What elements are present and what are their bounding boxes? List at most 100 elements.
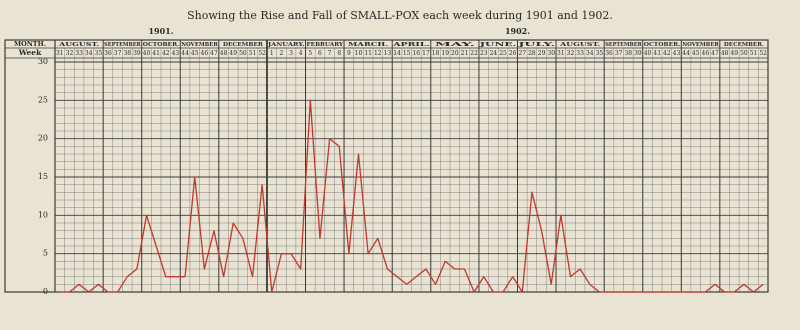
x-tick-label: 33 xyxy=(75,50,83,57)
x-tick-label: 18 xyxy=(432,50,440,57)
x-tick-label: 44 xyxy=(181,50,189,57)
x-tick-label: 1 xyxy=(270,50,274,57)
x-tick-label: 8 xyxy=(337,50,341,57)
x-tick-label: 49 xyxy=(229,50,237,57)
x-tick-label: 43 xyxy=(673,50,681,57)
x-tick-label: 34 xyxy=(85,50,93,57)
x-tick-label: 35 xyxy=(95,50,103,57)
x-tick-label: 47 xyxy=(210,50,218,57)
y-tick-label: 25 xyxy=(38,95,48,104)
x-tick-label: 28 xyxy=(528,50,536,57)
x-tick-label: 14 xyxy=(393,50,401,57)
x-tick-label: 51 xyxy=(750,50,758,57)
x-tick-label: 50 xyxy=(239,50,247,57)
x-tick-label: 22 xyxy=(470,50,478,57)
x-tick-label: 35 xyxy=(596,50,604,57)
x-tick-label: 11 xyxy=(364,50,372,57)
x-tick-label: 6 xyxy=(318,50,322,57)
month-label: MARCH. xyxy=(348,42,388,48)
month-label: SEPTEMBER xyxy=(605,42,642,48)
x-tick-label: 39 xyxy=(133,50,141,57)
y-tick-label: 15 xyxy=(38,172,48,181)
week-row-label: Week xyxy=(18,48,42,57)
x-tick-label: 49 xyxy=(730,50,738,57)
month-label: SEPTEMBER xyxy=(104,42,141,48)
month-row-label: MONTH. xyxy=(14,40,46,48)
x-tick-label: 4 xyxy=(299,50,303,57)
year-label: 1902. xyxy=(505,26,530,36)
x-tick-label: 32 xyxy=(567,50,575,57)
x-tick-label: 20 xyxy=(451,50,459,57)
y-tick-label: 0 xyxy=(43,287,48,296)
x-tick-label: 17 xyxy=(422,50,430,57)
month-label: FEBRUARY xyxy=(307,42,344,48)
x-tick-label: 37 xyxy=(114,50,122,57)
x-tick-label: 3 xyxy=(289,50,293,57)
month-label: JANUARY. xyxy=(267,42,305,48)
x-tick-label: 40 xyxy=(644,50,652,57)
x-tick-label: 48 xyxy=(220,50,228,57)
x-tick-label: 15 xyxy=(403,50,411,57)
x-tick-label: 43 xyxy=(172,50,180,57)
x-tick-label: 46 xyxy=(702,50,710,57)
x-tick-label: 36 xyxy=(605,50,613,57)
x-tick-label: 21 xyxy=(461,50,469,57)
month-label: OCTOBER. xyxy=(644,42,681,48)
x-tick-label: 50 xyxy=(740,50,748,57)
x-tick-label: 7 xyxy=(328,50,332,57)
x-tick-label: 51 xyxy=(249,50,257,57)
month-label: JUNE. xyxy=(478,42,517,48)
y-tick-label: 20 xyxy=(38,134,48,143)
x-tick-label: 32 xyxy=(66,50,74,57)
x-tick-label: 42 xyxy=(162,50,170,57)
month-label: AUGUST. xyxy=(58,42,100,48)
x-tick-label: 27 xyxy=(518,50,526,57)
x-tick-label: 37 xyxy=(615,50,623,57)
x-tick-label: 36 xyxy=(104,50,112,57)
x-tick-label: 48 xyxy=(721,50,729,57)
x-tick-label: 33 xyxy=(576,50,584,57)
x-tick-label: 9 xyxy=(347,50,351,57)
month-label: DECEMBER xyxy=(223,42,263,48)
x-tick-label: 47 xyxy=(711,50,719,57)
y-tick-label: 5 xyxy=(43,249,48,258)
x-tick-label: 25 xyxy=(499,50,507,57)
x-tick-label: 2 xyxy=(280,50,284,57)
x-tick-label: 19 xyxy=(441,50,449,57)
x-tick-label: 13 xyxy=(384,50,392,57)
x-tick-label: 5 xyxy=(308,50,312,57)
x-tick-label: 10 xyxy=(355,50,363,57)
month-label: NOVEMBER xyxy=(682,42,719,48)
month-label: AUGUST. xyxy=(559,42,601,48)
x-tick-label: 44 xyxy=(682,50,690,57)
x-tick-label: 31 xyxy=(56,50,64,57)
chart-title: Showing the Rise and Fall of SMALL-POX e… xyxy=(187,9,613,22)
month-label: OCTOBER. xyxy=(143,42,180,48)
x-tick-label: 38 xyxy=(123,50,131,57)
y-tick-label: 10 xyxy=(38,210,48,219)
x-tick-label: 16 xyxy=(412,50,420,57)
x-tick-label: 12 xyxy=(374,50,382,57)
data-line xyxy=(59,99,764,293)
x-tick-label: 26 xyxy=(509,50,517,57)
x-tick-label: 29 xyxy=(538,50,546,57)
month-label: APRIL. xyxy=(392,42,430,48)
x-tick-label: 31 xyxy=(557,50,565,57)
x-tick-label: 45 xyxy=(692,50,700,57)
x-tick-label: 41 xyxy=(152,50,160,57)
x-tick-label: 41 xyxy=(653,50,661,57)
x-tick-label: 39 xyxy=(634,50,642,57)
x-tick-label: 45 xyxy=(191,50,199,57)
month-label: NOVEMBER xyxy=(181,42,218,48)
x-tick-label: 52 xyxy=(258,50,266,57)
month-label: DECEMBER. xyxy=(724,42,764,48)
month-label: JULY. xyxy=(516,42,555,48)
x-tick-label: 38 xyxy=(624,50,632,57)
year-label: 1901. xyxy=(148,26,173,36)
x-tick-label: 30 xyxy=(547,50,555,57)
month-label: MAY. xyxy=(435,42,475,48)
x-tick-label: 23 xyxy=(480,50,488,57)
x-tick-label: 40 xyxy=(143,50,151,57)
